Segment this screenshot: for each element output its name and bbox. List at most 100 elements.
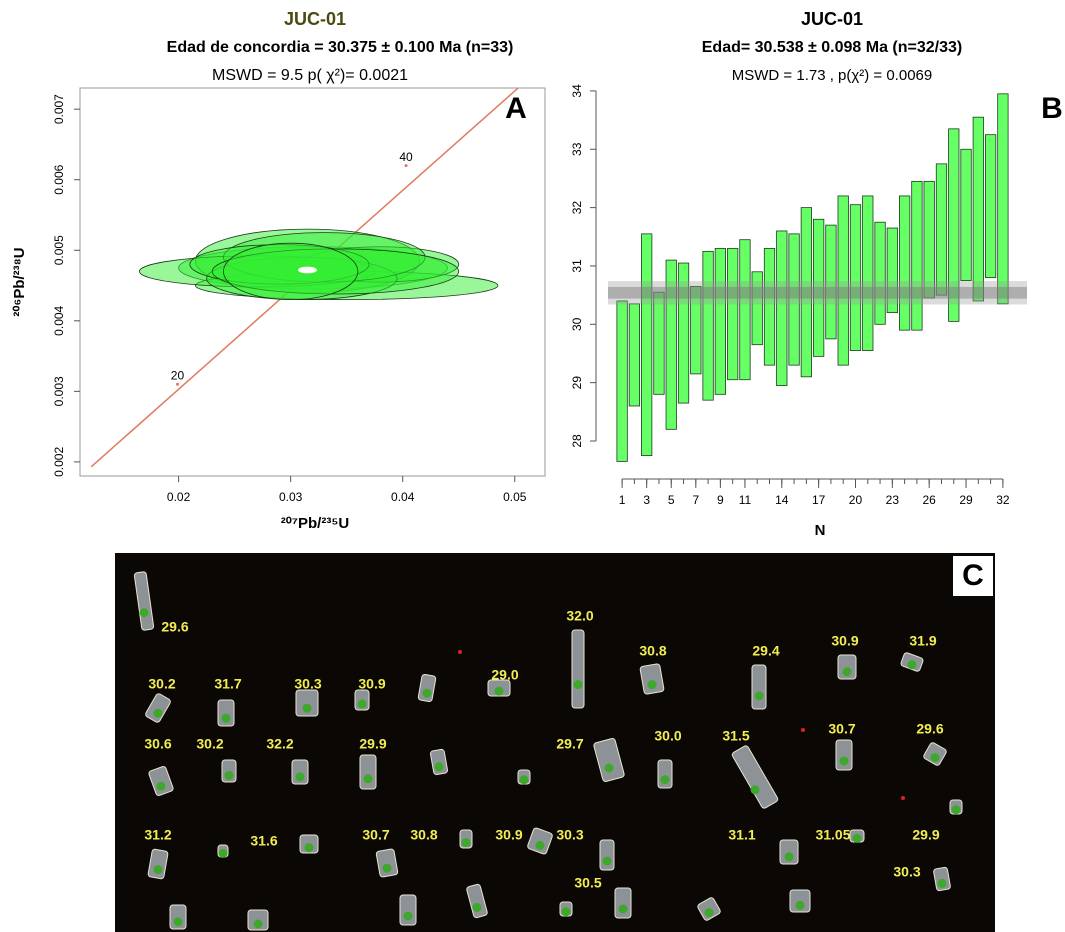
analysis-spot (434, 762, 444, 772)
analysis-spot (363, 774, 373, 784)
range-bar (727, 248, 739, 381)
range-bar (702, 250, 714, 401)
range-bar (923, 180, 935, 299)
age-label: 31.2 (144, 827, 171, 843)
concordia-age-tick (175, 382, 179, 386)
photo-crystals: 29.6 30.2 31.7 30.3 30.9 29.0 32.0 30.8 29.4 30.9… (133, 571, 963, 931)
y-tick-label: 31 (570, 259, 584, 273)
range-bar (616, 300, 628, 462)
analysis-spot (535, 840, 545, 850)
age-label: 30.8 (639, 643, 666, 659)
range-bar (714, 248, 726, 395)
y-tick-label: 28 (570, 434, 584, 448)
x-tick-label: 11 (739, 493, 752, 507)
range-bar (948, 128, 960, 322)
panel-label-box (953, 556, 993, 596)
analysis-spot (218, 848, 228, 858)
analysis-spot (156, 781, 166, 791)
crystal (133, 571, 155, 631)
y-tick-label: 32 (570, 201, 584, 215)
analysis-spot (295, 772, 305, 782)
analysis-spot (602, 856, 612, 866)
x-tick-label: 1 (619, 493, 626, 507)
range-bar (788, 233, 800, 366)
age-label: 32.0 (566, 608, 593, 624)
range-bar (813, 218, 825, 357)
y-tick-label: 33 (570, 142, 584, 156)
x-tick-label: 17 (812, 493, 826, 507)
analysis-spot (472, 902, 482, 912)
analysis-spot (907, 660, 917, 670)
crystal (779, 839, 799, 865)
age-label: 30.2 (148, 676, 175, 692)
analysis-spot (704, 908, 714, 918)
y-tick-label: 0.004 (52, 305, 66, 335)
title-a: JUC-01 (284, 9, 346, 29)
age-label: 30.2 (196, 736, 223, 752)
age-label: 30.9 (831, 633, 858, 649)
age-label: 29.4 (752, 643, 779, 659)
x-tick-label: 7 (692, 493, 699, 507)
title-b: JUC-01 (801, 9, 863, 29)
range-bar (825, 224, 837, 340)
analysis-spot (852, 833, 862, 843)
age-label: 31.1 (728, 827, 755, 843)
crystal (571, 629, 585, 709)
x-tick-label: 0.03 (279, 490, 303, 504)
range-bar (935, 163, 948, 296)
x-tick-label: 3 (643, 493, 650, 507)
error-ellipse (223, 242, 359, 301)
crystal (837, 654, 857, 680)
x-tick-label: 14 (775, 493, 789, 507)
range-bar (677, 262, 690, 404)
age-label: 30.3 (893, 864, 920, 880)
analysis-spot (842, 667, 852, 677)
crystal (731, 745, 779, 809)
age-label: 30.3 (556, 827, 583, 843)
x-axis-label: ²⁰⁷Pb/²³⁵U (281, 515, 349, 532)
subtitle-b: Edad= 30.538 ± 0.098 Ma (n=32/33) (702, 39, 962, 56)
x-tick-label: 23 (886, 493, 900, 507)
y-tick-label: 0.006 (52, 164, 66, 194)
x-tick-label: 20 (849, 493, 863, 507)
x-tick-label: 0.02 (167, 490, 191, 504)
age-label: 30.9 (358, 676, 385, 692)
annotation-b: MSWD = 1.73 , p(χ²) = 0.0069 (732, 67, 932, 84)
x-tick-label: 26 (923, 493, 937, 507)
age-label: 30.7 (362, 827, 389, 843)
red-spot (901, 796, 905, 800)
crystal (417, 673, 437, 703)
age-label: 29.9 (912, 827, 939, 843)
analysis-spot (750, 785, 760, 795)
analysis-spot (573, 680, 583, 690)
analysis-spot (304, 843, 314, 853)
analysis-spot (221, 713, 231, 723)
range-bar (763, 248, 776, 366)
annotation-a: MSWD = 9.5 p( χ²)= 0.0021 (212, 67, 408, 84)
red-spot (801, 728, 805, 732)
analysis-spot (422, 688, 432, 698)
x-tick-label: 9 (717, 493, 724, 507)
age-label: 31.6 (250, 833, 277, 849)
x-tick-label: 5 (668, 493, 675, 507)
analysis-spot (604, 763, 614, 773)
concordia-age-tick (404, 164, 408, 168)
range-bar (911, 180, 923, 331)
range-bar (984, 134, 997, 279)
age-label: 31.05 (815, 827, 850, 843)
analysis-spot (519, 775, 529, 785)
range-bar (653, 291, 665, 395)
range-bar (665, 259, 677, 430)
concordia-age-label: 20 (171, 368, 185, 382)
range-bar (960, 148, 972, 281)
age-label: 31.9 (909, 633, 936, 649)
x-tick-label: 29 (959, 493, 973, 507)
age-label: 30.6 (144, 736, 171, 752)
analysis-spot (173, 917, 183, 927)
subtitle-a: Edad de concordia = 30.375 ± 0.100 Ma (n… (167, 39, 514, 56)
analysis-spot (403, 911, 413, 921)
analysis-spot (357, 699, 367, 709)
range-bar (800, 207, 812, 378)
age-label: 29.9 (359, 736, 386, 752)
